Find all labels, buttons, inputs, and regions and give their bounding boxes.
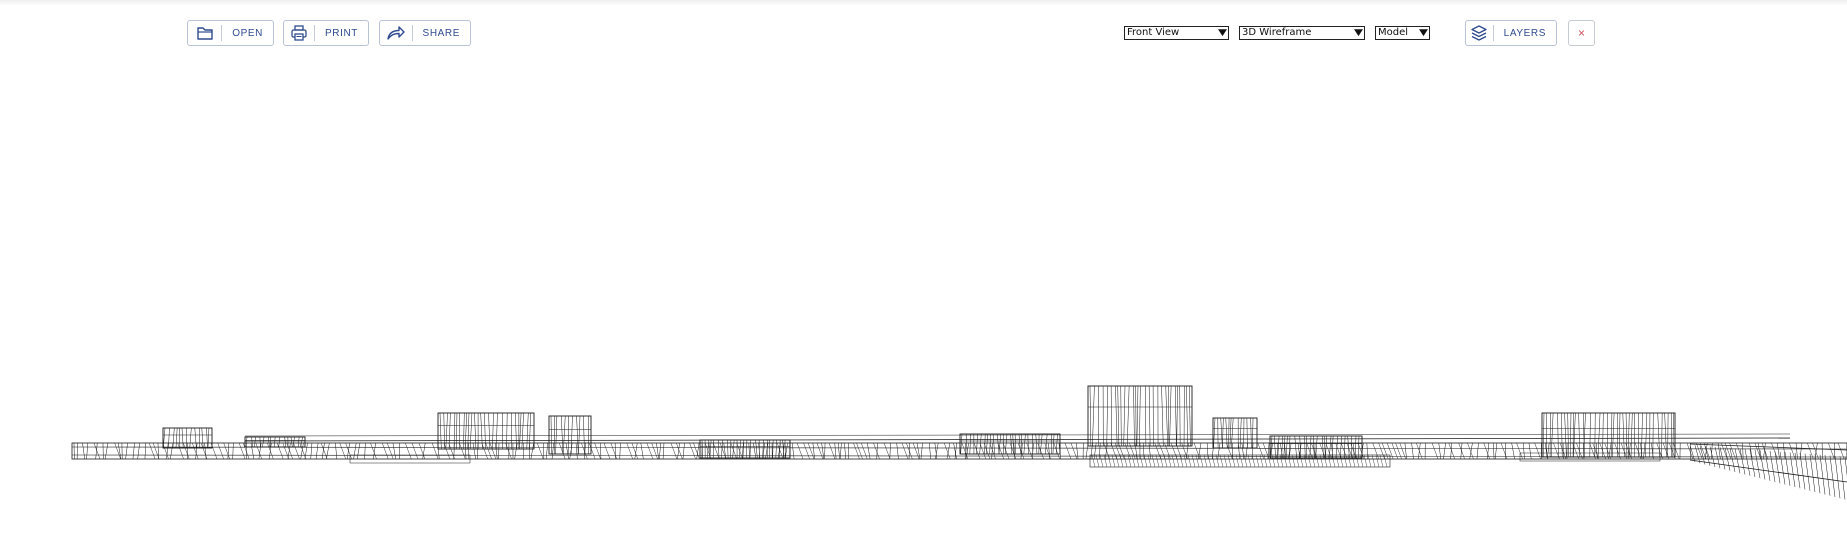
chevron-down-icon: ▼	[1419, 28, 1429, 38]
print-button[interactable]: PRINT	[283, 20, 369, 46]
visual-style-select[interactable]: 3D Wireframe ▼	[1239, 26, 1365, 40]
folder-icon	[188, 21, 221, 45]
share-label: SHARE	[422, 27, 460, 39]
button-divider	[314, 25, 315, 41]
space-select-value: Model	[1378, 27, 1409, 38]
print-label: PRINT	[325, 27, 358, 39]
space-select[interactable]: Model ▼	[1375, 26, 1430, 40]
open-button[interactable]: OPEN	[187, 20, 274, 46]
chevron-down-icon: ▼	[1218, 28, 1228, 38]
view-select[interactable]: Front View ▼	[1124, 26, 1229, 40]
model-viewport[interactable]	[0, 60, 1847, 555]
top-shadow	[0, 0, 1847, 6]
layers-icon	[1466, 21, 1493, 45]
button-divider	[411, 25, 413, 41]
wireframe-model	[71, 385, 1847, 500]
printer-icon	[284, 21, 314, 45]
share-arrow-icon	[380, 21, 412, 45]
layers-label: LAYERS	[1503, 27, 1546, 39]
view-select-value: Front View	[1127, 27, 1180, 38]
close-button[interactable]: ×	[1568, 20, 1595, 46]
close-icon: ×	[1577, 26, 1585, 40]
button-divider	[1492, 25, 1494, 41]
visual-style-value: 3D Wireframe	[1242, 27, 1312, 38]
open-label: OPEN	[232, 27, 263, 39]
share-button[interactable]: SHARE	[379, 20, 471, 46]
chevron-down-icon: ▼	[1354, 28, 1364, 38]
layers-button[interactable]: LAYERS	[1465, 20, 1557, 46]
button-divider	[221, 25, 223, 41]
